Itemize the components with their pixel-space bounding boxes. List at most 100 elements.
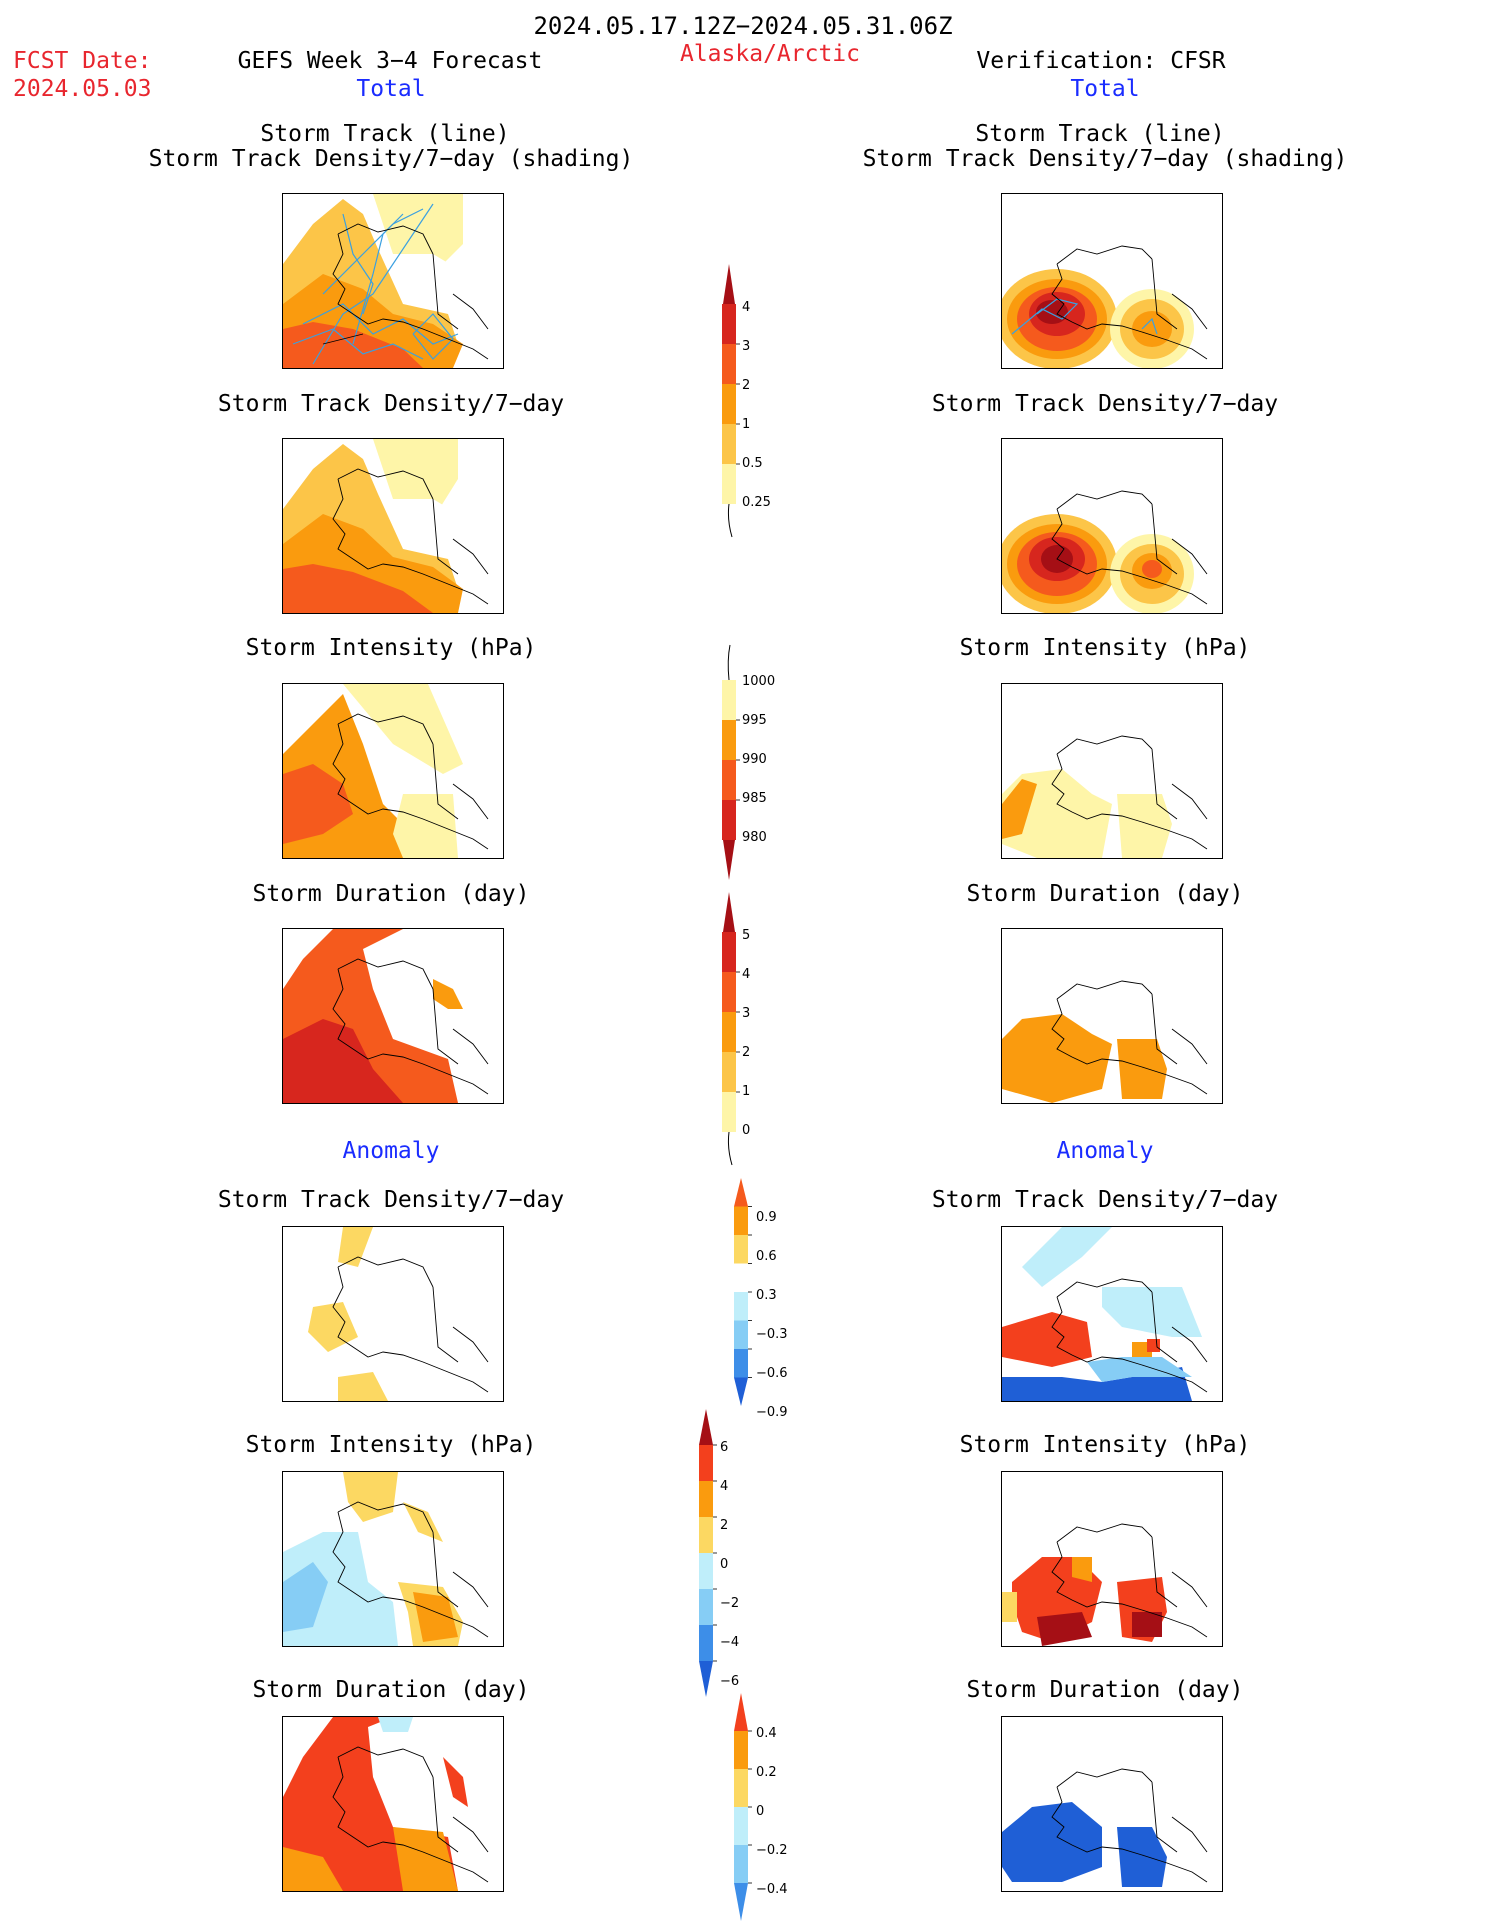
map-cfsr-density xyxy=(1001,438,1223,614)
colorbar-duration-tick-1: 5 xyxy=(742,928,750,943)
verification-title: Verification: CFSR xyxy=(976,50,1225,73)
map-svg xyxy=(1002,1227,1222,1401)
colorbar-density: 4 3 2 1 0.5 0.25 xyxy=(720,262,790,544)
region-title: Alaska/Arctic xyxy=(680,43,860,66)
colorbar-duration-svg: 5 4 3 2 1 0 xyxy=(720,890,790,1172)
map-cfsr-intensity xyxy=(1001,683,1223,859)
fcst-date-label: FCST Date: xyxy=(13,50,151,73)
map-svg xyxy=(283,439,503,613)
colorbar-intensity: 1000 995 990 985 980 xyxy=(720,645,790,885)
cb-duration-segment xyxy=(722,932,736,972)
colorbar-anom-duration-tick-2: 0.2 xyxy=(756,1765,777,1780)
map-cfsr-track-density xyxy=(1001,193,1223,369)
colorbar-density-tick-2: 3 xyxy=(742,339,750,354)
map-svg xyxy=(283,1227,503,1401)
colorbar-anom-density-tick-2: 0.6 xyxy=(756,1249,777,1264)
cb-anom-duration-segment xyxy=(734,1693,748,1731)
cb-anom-intensity-segment xyxy=(699,1661,713,1697)
colorbar-anom-intensity-tick-6: −4 xyxy=(720,1635,739,1650)
cb-anom-intensity-segment xyxy=(699,1481,713,1517)
colorbar-anom-duration-tick-1: 0.4 xyxy=(756,1726,777,1741)
cb-anom-density-segment xyxy=(734,1292,748,1321)
left-section-label: Total xyxy=(356,78,425,101)
colorbar-intensity-tick-1: 1000 xyxy=(742,674,775,689)
colorbar-duration-tick-5: 1 xyxy=(742,1084,750,1099)
colorbar-density-tick-3: 2 xyxy=(742,378,750,393)
left-track-shading-title: Storm Track Density/7−day (shading) xyxy=(149,148,634,171)
map-svg xyxy=(1002,684,1222,858)
colorbar-anom-intensity: 6 4 2 0 −2 −4 −6 xyxy=(697,1407,767,1727)
cb-anom-intensity-segment xyxy=(699,1409,713,1445)
colorbar-anom-intensity-tick-3: 2 xyxy=(720,1518,728,1533)
colorbar-anom-density-tick-5: −0.6 xyxy=(756,1366,788,1381)
colorbar-duration: 5 4 3 2 1 0 xyxy=(720,890,790,1172)
fcst-date-value: 2024.05.03 xyxy=(13,78,151,101)
cb-anom-density-segment xyxy=(734,1264,748,1293)
map-svg xyxy=(1002,1717,1222,1891)
left-track-line-title: Storm Track (line) xyxy=(260,123,509,146)
left-anom-intensity-title: Storm Intensity (hPa) xyxy=(246,1434,537,1457)
right-anom-density-title: Storm Track Density/7−day xyxy=(932,1189,1278,1212)
colorbar-density-arrow xyxy=(723,264,735,304)
cb-duration-segment xyxy=(722,972,736,1012)
map-svg xyxy=(283,1472,503,1646)
cb-density-segment xyxy=(722,384,736,424)
colorbar-anom-intensity-tick-7: −6 xyxy=(720,1674,739,1689)
cb-anom-intensity-segment xyxy=(699,1625,713,1661)
map-fcst-intensity xyxy=(282,683,504,859)
cb-density-segment xyxy=(722,464,736,504)
cb-duration-segment xyxy=(722,1012,736,1052)
colorbar-duration-tick-3: 3 xyxy=(742,1006,750,1021)
right-track-shading-title: Storm Track Density/7−day (shading) xyxy=(863,148,1348,171)
cb-anom-density-segment xyxy=(734,1235,748,1264)
cb-intensity-segment xyxy=(722,760,736,800)
cb-anom-density-segment xyxy=(734,1378,748,1407)
cb-anom-duration-segment xyxy=(734,1769,748,1807)
map-svg xyxy=(1002,929,1222,1103)
map-svg xyxy=(1002,439,1222,613)
map-fcst-track-density xyxy=(282,193,504,369)
right-section-label: Total xyxy=(1070,78,1139,101)
colorbar-intensity-tick-2: 995 xyxy=(742,713,767,728)
colorbar-density-tick-4: 1 xyxy=(742,417,750,432)
right-density-title: Storm Track Density/7−day xyxy=(932,393,1278,416)
colorbar-intensity-tick-3: 990 xyxy=(742,752,767,767)
colorbar-duration-tick-6: 0 xyxy=(742,1123,750,1138)
colorbar-density-svg: 4 3 2 1 0.5 0.25 xyxy=(720,262,790,544)
map-svg xyxy=(1002,1472,1222,1646)
colorbar-intensity-arrow xyxy=(723,840,735,880)
left-duration-title: Storm Duration (day) xyxy=(253,883,530,906)
colorbar-anom-duration-svg: 0.4 0.2 0 −0.2 −0.4 xyxy=(732,1691,802,1925)
map-fcst-anom-density xyxy=(282,1226,504,1402)
colorbar-anom-duration-tick-4: −0.2 xyxy=(756,1843,788,1858)
colorbar-anom-duration-tick-5: −0.4 xyxy=(756,1882,788,1897)
colorbar-anom-intensity-tick-4: 0 xyxy=(720,1557,728,1572)
colorbar-density-tick-6: 0.25 xyxy=(742,495,771,510)
right-anom-duration-title: Storm Duration (day) xyxy=(967,1679,1244,1702)
cb-anom-density-segment xyxy=(734,1207,748,1236)
colorbar-anom-intensity-tick-5: −2 xyxy=(720,1596,739,1611)
colorbar-anom-density-tick-4: −0.3 xyxy=(756,1327,788,1342)
right-intensity-title: Storm Intensity (hPa) xyxy=(960,637,1251,660)
date-range-title: 2024.05.17.12Z−2024.05.31.06Z xyxy=(533,14,952,38)
map-cfsr-duration xyxy=(1001,928,1223,1104)
left-density-title: Storm Track Density/7−day xyxy=(218,393,564,416)
map-fcst-density xyxy=(282,438,504,614)
map-svg xyxy=(283,929,503,1103)
map-svg xyxy=(283,194,503,368)
cb-intensity-segment xyxy=(722,800,736,840)
cb-intensity-segment xyxy=(722,720,736,760)
colorbar-intensity-svg: 1000 995 990 985 980 xyxy=(720,645,790,885)
right-anom-intensity-title: Storm Intensity (hPa) xyxy=(960,1434,1251,1457)
colorbar-anom-intensity-tick-2: 4 xyxy=(720,1479,728,1494)
left-anomaly-label: Anomaly xyxy=(343,1140,440,1163)
colorbar-anom-density-tick-1: 0.9 xyxy=(756,1210,777,1225)
cb-anom-duration-segment xyxy=(734,1845,748,1883)
colorbar-anom-density-tick-3: 0.3 xyxy=(756,1288,777,1303)
cb-anom-intensity-segment xyxy=(699,1517,713,1553)
left-anom-duration-title: Storm Duration (day) xyxy=(253,1679,530,1702)
map-svg xyxy=(283,1717,503,1891)
cb-intensity-segment xyxy=(722,680,736,720)
map-fcst-anom-duration xyxy=(282,1716,504,1892)
colorbar-density-tick-1: 4 xyxy=(742,300,750,315)
